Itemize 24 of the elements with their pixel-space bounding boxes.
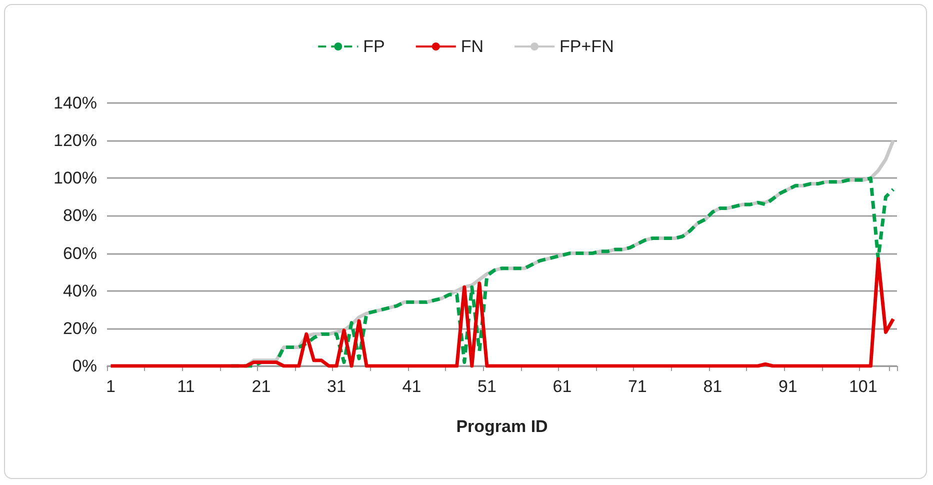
x-tick-label: 1 [106, 377, 116, 396]
y-tick-label: 20% [62, 318, 97, 338]
x-tick-label: 41 [402, 377, 422, 396]
y-tick-label: 100% [54, 168, 97, 188]
line-series [109, 257, 895, 368]
x-tick-label: 11 [177, 377, 195, 396]
x-tick-label: 31 [327, 377, 346, 396]
y-tick-label: 60% [62, 244, 97, 263]
y-tick-label: 80% [62, 206, 97, 226]
x-tick-label: 81 [703, 377, 722, 396]
x-tick-label: 101 [848, 377, 878, 396]
y-tick-label: 120% [54, 131, 97, 150]
legend-label: FP+FN [560, 37, 614, 56]
x-axis-title: Program ID [456, 417, 548, 436]
y-tick-label: 140% [54, 94, 97, 112]
x-tick-label: 91 [778, 377, 798, 396]
x-tick-label: 61 [552, 377, 572, 396]
y-tick-label: 40% [62, 281, 97, 300]
x-tick-label: 51 [477, 377, 496, 396]
x-tick-label: 71 [628, 377, 647, 396]
y-tick-label: 0% [72, 356, 97, 376]
x-tick-label: 21 [252, 377, 271, 396]
legend-label: FP [363, 37, 385, 56]
legend-label: FN [460, 37, 484, 56]
